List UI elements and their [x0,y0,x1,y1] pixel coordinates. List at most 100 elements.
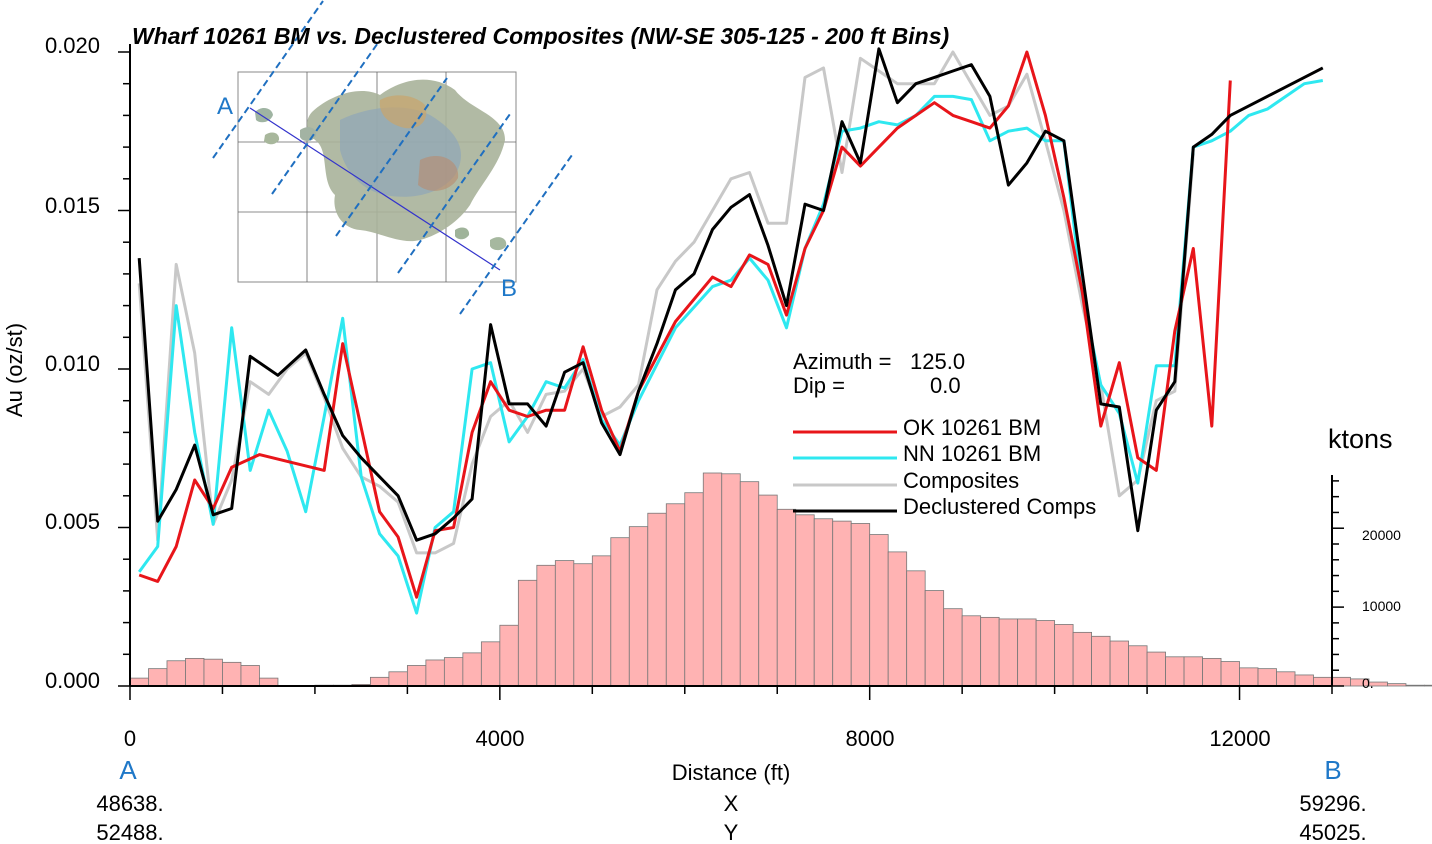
section-start-label: A [119,755,137,785]
histogram-bar [166,660,186,687]
x-tick-label: 0 [124,726,136,751]
y-tick-label: 0.010 [45,351,100,376]
histogram-bar [1313,676,1333,687]
histogram-bar [259,677,279,687]
legend-label-composites: Composites [903,468,1019,493]
histogram-bar [185,657,205,687]
histogram-bar [795,514,815,687]
histogram-bar [1183,656,1203,687]
histogram-bar [1220,661,1240,687]
histogram-bar [1239,667,1259,687]
series-layer [137,47,1324,615]
azimuth-label: Azimuth = [793,349,891,374]
histogram-bar [1054,624,1074,687]
histogram-bar [425,659,445,687]
histogram-bar [684,492,704,687]
histogram-bar [1128,645,1148,687]
histogram-bar [832,520,852,687]
histogram-bar [554,560,575,687]
legend: OK 10261 BM NN 10261 BM Composites Declu… [793,415,1096,519]
histogram-bar [610,537,630,687]
histogram-bar [240,665,260,687]
histogram-bar [721,473,741,687]
histogram-bar [943,608,963,687]
y-tick-label: 0.005 [45,509,100,534]
histogram-bar [1017,618,1037,687]
histogram-bar [1202,657,1222,687]
y-tick-labels: 0.020 0.015 0.010 0.005 0.000 [45,33,100,693]
histogram-bar [906,570,926,687]
section-end-x: 59296. [1299,791,1366,816]
inset-label-a: A [217,93,233,120]
histogram-bar [222,661,242,687]
x-axis-label: Distance (ft) [672,760,791,785]
histogram-bar [702,472,723,687]
histogram-bar [388,671,408,687]
tick-marks [118,51,1344,700]
histogram-bar [517,579,538,687]
y2-tick-label: 10000 [1362,598,1401,614]
y2-axis-label: ktons [1328,424,1393,454]
y-tick-label: 0.000 [45,668,100,693]
series-line-nn-10261-bm [137,79,1324,615]
y2-tick-labels: 20000 10000 0. [1362,527,1401,691]
series-line-declustered-comps [137,47,1324,542]
section-start-x: 48638. [96,791,163,816]
section-end-y: 45025. [1299,820,1366,844]
chart-title: Wharf 10261 BM vs. Declustered Composite… [132,23,949,49]
histogram-bar [1405,684,1425,687]
histogram-bar [628,526,649,687]
histogram-bar [758,494,778,687]
histogram-bar [1146,651,1166,687]
histogram-bar [998,618,1019,687]
legend-label-ok: OK 10261 BM [903,415,1041,440]
histogram-bar [129,677,149,687]
histogram-bar [1276,671,1296,687]
series-line-ok-10261-bm [138,50,1232,599]
y2-tick-label: 0. [1362,675,1374,691]
histogram-bar [573,563,593,687]
histogram-bar [776,508,797,687]
histogram-bar [1257,668,1277,687]
histogram-bar [850,523,871,687]
histogram-bar [1294,674,1314,687]
x-tick-label: 8000 [846,726,895,751]
dip-label: Dip = [793,373,845,398]
histogram-layer [129,472,1432,687]
histogram-bar [980,616,1000,687]
section-end-label: B [1324,755,1341,785]
histogram-bar [1387,683,1407,687]
histogram-bar [1035,620,1056,687]
histogram-bar [480,641,501,687]
legend-label-nn: NN 10261 BM [903,441,1041,466]
section-y-label: Y [724,820,739,844]
histogram-bar [148,668,168,687]
histogram-bar [1424,684,1432,687]
histogram-bar [1091,635,1111,687]
dip-value: 0.0 [930,373,961,398]
x-tick-labels: 0 4000 8000 12000 [124,726,1271,751]
histogram-bar [665,503,686,687]
section-start-y: 52488. [96,820,163,844]
y2-tick-label: 20000 [1362,527,1401,543]
section-location-map: A B [212,0,573,315]
histogram-bar [813,518,834,687]
histogram-bar [869,534,889,687]
histogram-bar [203,658,223,687]
histogram-bar [406,665,427,687]
histogram-bar [1165,656,1185,687]
histogram-bar [739,481,760,687]
histogram-bar [499,624,519,687]
inset-label-b: B [501,275,517,302]
x-tick-label: 4000 [476,726,525,751]
histogram-bar [961,615,982,687]
y-tick-label: 0.020 [45,33,100,58]
histogram-bar [591,555,612,687]
section-x-label: X [724,791,739,816]
histogram-bar [1331,676,1351,687]
histogram-bar [924,590,945,687]
histogram-bar [369,676,390,687]
histogram-bar [647,512,667,687]
legend-label-declustered: Declustered Comps [903,494,1096,519]
